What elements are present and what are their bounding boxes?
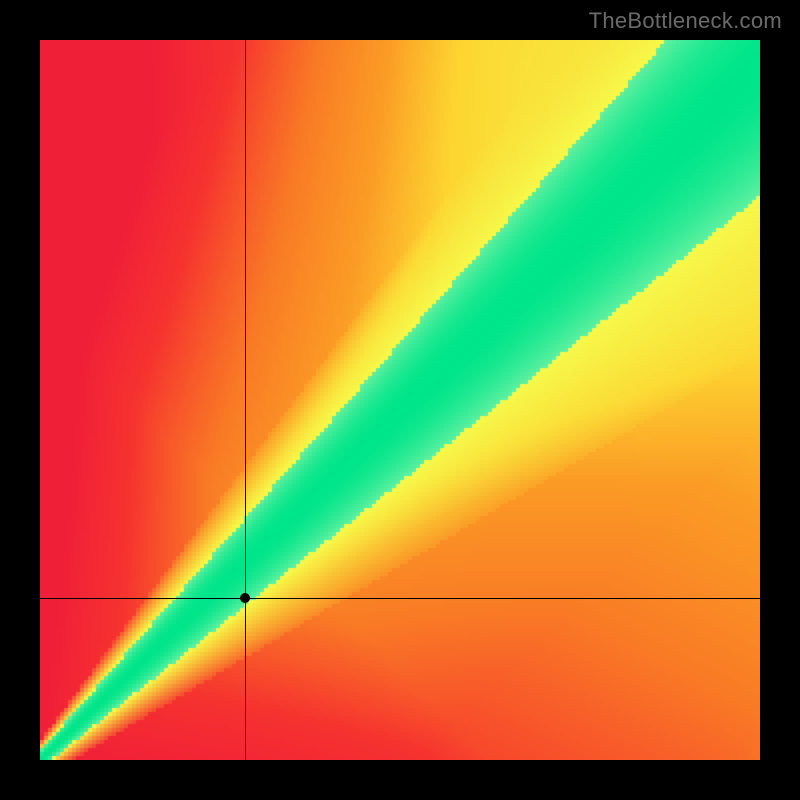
watermark-text: TheBottleneck.com (589, 8, 782, 34)
crosshair-vertical (245, 40, 246, 760)
crosshair-horizontal (40, 598, 760, 599)
heatmap-canvas (40, 40, 760, 760)
chart-container: TheBottleneck.com (0, 0, 800, 800)
plot-area (40, 40, 760, 760)
